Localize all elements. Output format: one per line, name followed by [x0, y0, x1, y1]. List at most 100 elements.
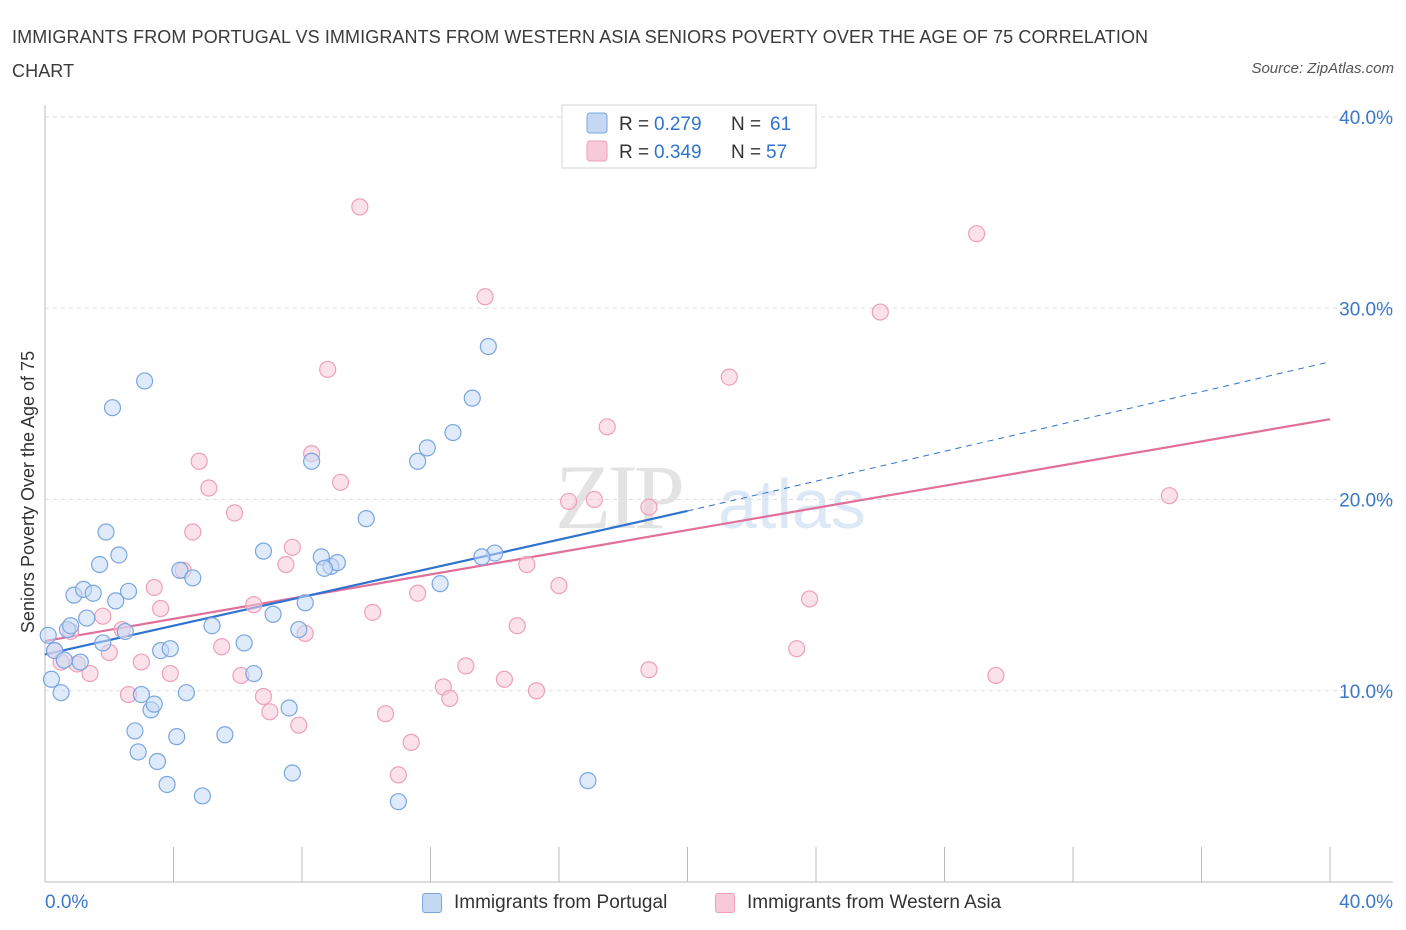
point-portugal-1 [42, 670, 61, 688]
point-western-asia-49 [640, 661, 658, 679]
point-western-asia-18 [225, 504, 244, 522]
point-western-asia-33 [389, 766, 407, 784]
legend-item-western-asia: Immigrants from Western Asia [715, 888, 1001, 918]
point-western-asia-30 [351, 198, 369, 216]
point-portugal-25 [145, 695, 163, 713]
point-western-asia-52 [800, 590, 819, 608]
point-portugal-29 [161, 640, 179, 658]
point-western-asia-47 [598, 418, 616, 436]
point-portugal-49 [357, 510, 375, 528]
point-portugal-23 [135, 372, 154, 390]
point-portugal-55 [463, 389, 481, 407]
x-tick-label-0: 0.0% [45, 892, 88, 913]
point-portugal-31 [171, 561, 189, 579]
point-portugal-45 [303, 452, 321, 470]
point-portugal-16 [107, 592, 125, 610]
point-portugal-30 [168, 728, 186, 746]
point-portugal-19 [119, 582, 138, 600]
point-portugal-35 [203, 617, 221, 635]
point-western-asia-28 [319, 360, 337, 379]
point-western-asia-38 [457, 657, 475, 675]
point-portugal-57 [579, 772, 597, 790]
point-portugal-18 [116, 622, 134, 641]
point-portugal-38 [245, 664, 263, 683]
point-portugal-28 [158, 775, 176, 794]
point-portugal-33 [184, 569, 202, 587]
point-western-asia-42 [518, 555, 536, 574]
point-western-asia-25 [290, 716, 308, 734]
legend-r-label-western-asia: R = [619, 142, 649, 163]
point-portugal-21 [129, 743, 147, 761]
chart-title: IMMIGRANTS FROM PORTUGAL VS IMMIGRANTS F… [12, 27, 1149, 81]
legend-n-label-portugal: N = [731, 114, 761, 135]
point-portugal-32 [177, 684, 195, 702]
point-portugal-60 [315, 559, 334, 577]
legend-item-portugal: Immigrants from Portugal [422, 888, 667, 918]
point-western-asia-53 [871, 303, 889, 321]
point-portugal-39 [254, 542, 273, 560]
point-western-asia-46 [585, 490, 603, 509]
y-tick-label-3: 40.0% [1339, 108, 1393, 129]
point-western-asia-16 [200, 479, 218, 497]
legend-r-label-portugal: R = [619, 114, 649, 135]
point-western-asia-17 [213, 638, 231, 656]
point-western-asia-55 [987, 666, 1005, 685]
legend-swatch-portugal [586, 112, 608, 134]
point-portugal-40 [264, 605, 282, 623]
point-portugal-50 [389, 793, 407, 811]
point-western-asia-40 [495, 670, 513, 688]
point-portugal-53 [431, 575, 449, 593]
point-portugal-44 [296, 594, 314, 612]
point-portugal-42 [283, 764, 301, 782]
point-western-asia-14 [184, 523, 202, 541]
point-portugal-52 [418, 439, 436, 457]
point-western-asia-56 [1160, 487, 1178, 505]
point-western-asia-50 [720, 368, 738, 386]
point-western-asia-41 [508, 617, 526, 635]
point-portugal-11 [84, 584, 102, 602]
data-points [39, 198, 1178, 811]
point-western-asia-44 [550, 576, 568, 595]
point-portugal-59 [473, 548, 491, 566]
point-portugal-43 [290, 620, 308, 639]
y-tick-label-1: 20.0% [1339, 491, 1393, 512]
point-western-asia-24 [283, 538, 301, 556]
legend-top: R = 0.279 N = 61 R = 0.349 N = 57 [561, 104, 817, 169]
legend-n-label-western-asia: N = [731, 142, 761, 163]
point-portugal-10 [78, 609, 96, 627]
y-tick-label-2: 30.0% [1339, 299, 1393, 320]
point-western-asia-10 [145, 578, 163, 597]
legend-swatch-western-asia [715, 893, 735, 913]
legend-label-portugal: Immigrants from Portugal [454, 892, 668, 913]
point-portugal-6 [62, 617, 80, 635]
y-tick-label-0: 10.0% [1339, 682, 1393, 703]
legend-r-value-portugal: 0.279 [654, 114, 702, 135]
point-portugal-17 [110, 546, 128, 564]
tick-labels: 10.0% 20.0% 30.0% 40.0% 0.0% 40.0% [45, 108, 1393, 913]
point-western-asia-37 [441, 689, 459, 708]
point-portugal-22 [132, 685, 150, 704]
legend-r-value-western-asia: 0.349 [654, 142, 702, 163]
legend-label-western-asia: Immigrants from Western Asia [747, 892, 1002, 913]
point-portugal-51 [409, 452, 427, 470]
point-portugal-20 [126, 722, 144, 740]
point-western-asia-4 [81, 664, 99, 683]
point-portugal-26 [148, 752, 167, 771]
point-western-asia-31 [364, 603, 382, 621]
point-western-asia-34 [402, 733, 420, 751]
point-portugal-0 [39, 626, 57, 644]
trend-line-portugal [44, 509, 688, 656]
point-portugal-37 [235, 634, 253, 652]
point-western-asia-29 [331, 473, 350, 491]
point-portugal-14 [97, 523, 115, 541]
point-western-asia-23 [277, 555, 295, 574]
point-portugal-54 [444, 423, 462, 442]
point-western-asia-12 [161, 664, 179, 683]
point-portugal-41 [280, 699, 298, 717]
watermark-zip: ZIP [555, 446, 682, 548]
point-western-asia-35 [409, 584, 427, 602]
legend-swatch-portugal [422, 893, 442, 913]
point-western-asia-43 [527, 682, 546, 700]
point-western-asia-9 [132, 653, 150, 671]
